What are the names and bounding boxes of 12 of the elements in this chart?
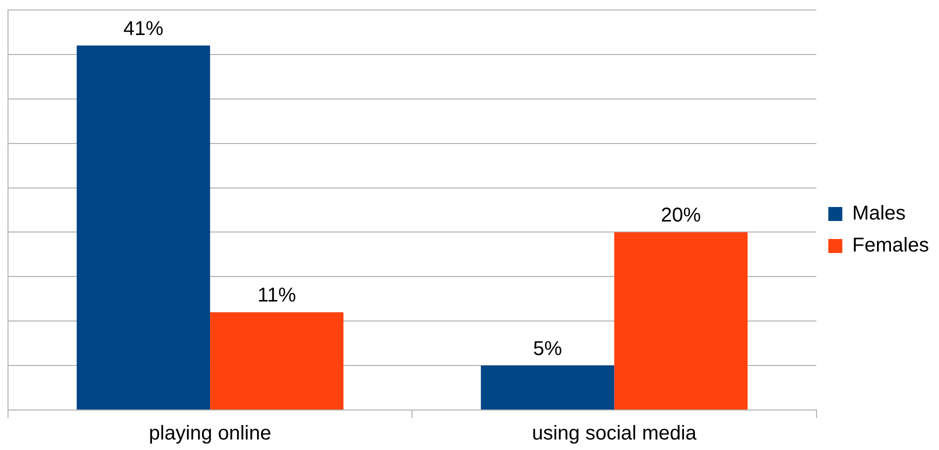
bar (76, 46, 210, 410)
x-tick-label: using social media (532, 422, 698, 445)
legend-label: Females (852, 234, 930, 257)
bar (614, 232, 748, 410)
data-label: 41% (123, 18, 164, 40)
data-label: 11% (257, 284, 296, 307)
data-label: 5% (533, 338, 562, 360)
data-label: 20% (660, 204, 702, 227)
bar (480, 366, 614, 410)
x-tick-label: playing online (148, 422, 272, 445)
bar (210, 312, 344, 410)
legend-label: Males (852, 202, 906, 225)
